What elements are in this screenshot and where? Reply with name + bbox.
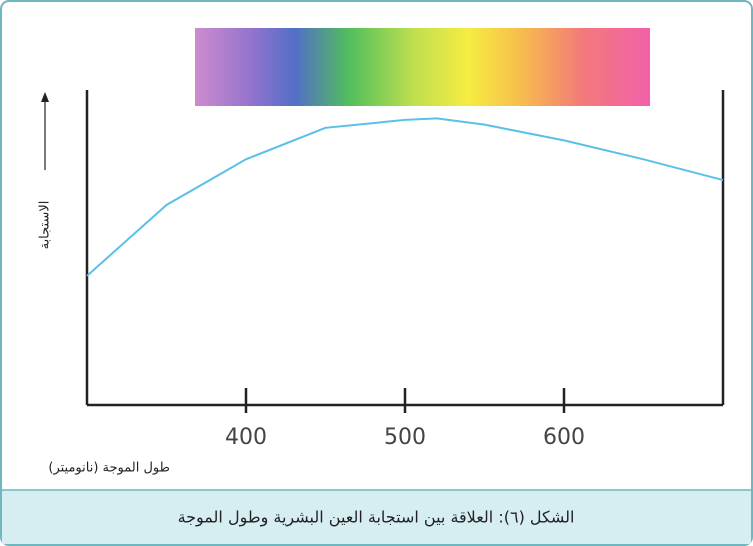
x-axis-label: طول الموجة (نانوميتر) — [48, 461, 170, 476]
spectrum-band — [195, 28, 650, 106]
x-tick-label: 500 — [384, 425, 426, 450]
chart: الاستجابة طول الموجة (نانوميتر) الشكل (٦… — [0, 0, 753, 546]
caption: الشكل (٦): العلاقة بين استجابة العين الب… — [178, 508, 575, 528]
x-tick-label: 400 — [225, 425, 267, 450]
x-tick-label: 600 — [543, 425, 585, 450]
figure: الاستجابة طول الموجة (نانوميتر) الشكل (٦… — [0, 0, 753, 546]
y-axis-label: الاستجابة — [38, 201, 53, 250]
